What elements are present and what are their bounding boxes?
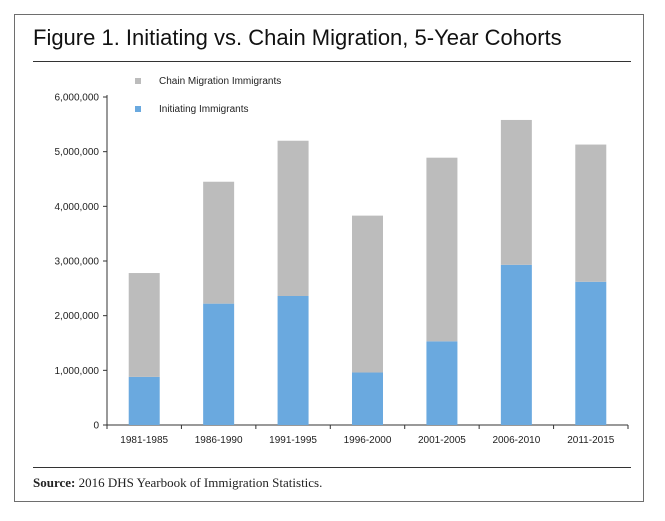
x-tick-label: 1981-1985: [120, 435, 168, 446]
bar-chain-migration: [203, 181, 235, 304]
title-divider: [33, 61, 631, 62]
y-tick-label: 3,000,000: [55, 257, 100, 268]
bar-chain-migration: [277, 140, 309, 296]
x-tick-label: 2006-2010: [492, 435, 540, 446]
figure-frame: Figure 1. Initiating vs. Chain Migration…: [14, 14, 644, 502]
legend-label: Initiating Immigrants: [159, 104, 248, 115]
legend-swatch: [135, 106, 141, 112]
bar-initiating: [352, 372, 383, 425]
bar-initiating: [500, 264, 532, 425]
bar-initiating: [426, 341, 458, 425]
bar-initiating: [277, 295, 309, 425]
source-divider: [33, 467, 631, 468]
bar-initiating: [203, 303, 235, 425]
bar-chain-migration: [128, 273, 160, 377]
bar-chain-migration: [500, 119, 532, 265]
x-tick-label: 1996-2000: [344, 435, 392, 446]
y-tick-label: 2,000,000: [55, 311, 100, 322]
legend-label: Chain Migration Immigrants: [159, 76, 281, 87]
x-tick-label: 1986-1990: [195, 435, 243, 446]
source-label: Source:: [33, 475, 76, 490]
legend-swatch: [135, 78, 141, 84]
figure-title: Figure 1. Initiating vs. Chain Migration…: [33, 25, 562, 50]
y-tick-label: 0: [93, 421, 99, 432]
y-tick-label: 5,000,000: [55, 147, 100, 158]
x-tick-label: 2001-2005: [418, 435, 466, 446]
bar-chain-migration: [426, 157, 458, 342]
bar-initiating: [128, 376, 160, 425]
bar-initiating: [575, 281, 607, 425]
x-tick-label: 1991-1995: [269, 435, 317, 446]
source-text: 2016 DHS Yearbook of Immigration Statist…: [78, 475, 323, 490]
bar-chain-migration: [575, 144, 607, 282]
y-tick-label: 1,000,000: [55, 366, 100, 377]
source-note: Source: 2016 DHS Yearbook of Immigration…: [33, 475, 322, 491]
x-tick-label: 2011-2015: [567, 435, 615, 446]
y-tick-label: 4,000,000: [55, 202, 100, 213]
y-tick-label: 6,000,000: [55, 93, 100, 104]
bar-chain-migration: [352, 215, 383, 373]
